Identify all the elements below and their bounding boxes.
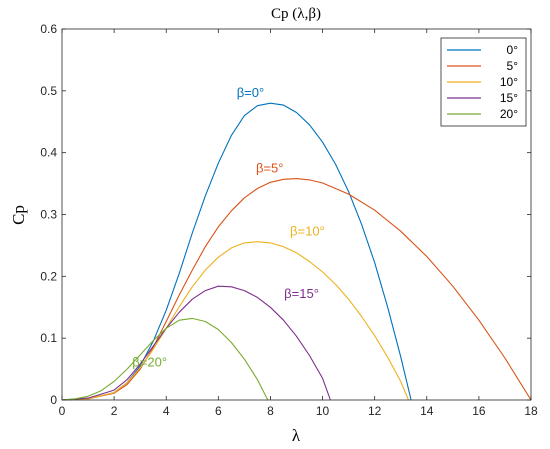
legend-entry: 10°: [500, 75, 518, 89]
series-line: [61, 317, 269, 401]
series-annotation: β=10°: [290, 224, 325, 239]
series-annotation: β=15°: [284, 286, 319, 301]
x-axis-label: λ: [292, 426, 301, 445]
x-tick-label: 10: [316, 404, 330, 418]
y-axis-label: Cp: [9, 205, 28, 225]
legend-entry: 20°: [500, 107, 518, 121]
y-tick-label: 0: [50, 393, 57, 407]
series-annotation: β=5°: [256, 161, 284, 176]
plot-frame: [61, 28, 532, 401]
x-tick-label: 2: [111, 404, 118, 418]
series-layer: [61, 102, 532, 401]
x-tick-label: 14: [420, 404, 434, 418]
x-tick-label: 8: [267, 404, 274, 418]
y-tick-label: 0.2: [40, 269, 57, 283]
ticks-layer: 0 2 4 6 8 10 12 14 16 18 0 0.1 0.2 0.3 0.4 0.5 0.6: [40, 22, 538, 418]
y-tick-label: 0.6: [40, 22, 57, 36]
annotation-layer: β=0° β=5° β=10° β=15° β=20°: [132, 85, 324, 369]
series-annotation: β=20°: [132, 354, 167, 369]
legend-entry: 15°: [500, 91, 518, 105]
legend-entry: 0°: [507, 43, 519, 57]
y-tick-label: 0.4: [40, 146, 57, 160]
legend: 0° 5° 10° 15° 20°: [440, 37, 527, 127]
series-line: [61, 285, 331, 401]
x-tick-label: 4: [163, 404, 170, 418]
series-line: [61, 241, 410, 401]
legend-entry: 5°: [507, 59, 519, 73]
x-tick-label: 6: [215, 404, 222, 418]
x-tick-label: 0: [59, 404, 66, 418]
y-tick-label: 0.1: [40, 331, 57, 345]
series-annotation: β=0°: [237, 85, 265, 100]
y-tick-label: 0.3: [40, 208, 57, 222]
x-tick-label: 18: [524, 404, 538, 418]
x-tick-label: 12: [368, 404, 382, 418]
chart-title: Cp (λ,β): [271, 6, 321, 22]
x-tick-label: 16: [472, 404, 486, 418]
y-tick-label: 0.5: [40, 84, 57, 98]
